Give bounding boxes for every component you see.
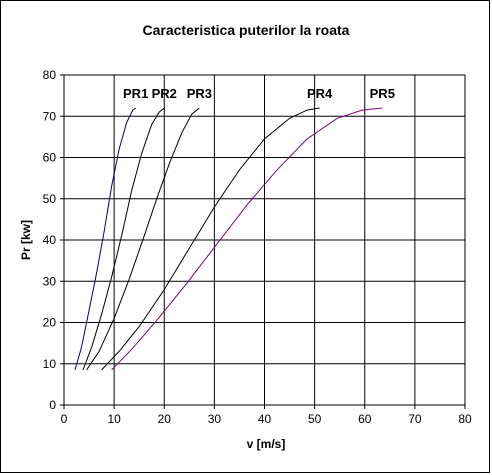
x-tick-label: 0 xyxy=(61,412,68,426)
y-tick-label: 20 xyxy=(43,316,57,330)
series-label-pr3: PR3 xyxy=(187,86,212,101)
x-tick-label: 30 xyxy=(208,412,222,426)
x-tick-label: 60 xyxy=(358,412,372,426)
y-axis-label: Pr [kw] xyxy=(19,220,33,260)
grid-lines xyxy=(60,74,466,409)
x-tick-label: 40 xyxy=(258,412,272,426)
plot-border xyxy=(63,74,466,406)
y-tick-labels: 0 10 20 30 40 50 60 70 80 xyxy=(43,68,57,412)
series-labels: PR1 PR2 PR3 PR4 PR5 xyxy=(123,86,395,101)
x-tick-label: 70 xyxy=(408,412,422,426)
x-axis-label: v [m/s] xyxy=(247,437,286,451)
series-line-pr2 xyxy=(82,107,165,371)
y-tick-label: 50 xyxy=(43,192,57,206)
chart-title: Caracteristica puterilor la roata xyxy=(143,22,350,38)
series-label-pr1: PR1 xyxy=(123,86,148,101)
series-line-pr1 xyxy=(74,107,136,371)
y-tick-label: 70 xyxy=(43,109,57,123)
series-label-pr2: PR2 xyxy=(152,86,177,101)
y-tick-label: 80 xyxy=(43,68,57,82)
x-tick-label: 20 xyxy=(158,412,172,426)
series-label-pr4: PR4 xyxy=(307,86,333,101)
y-tick-label: 10 xyxy=(43,357,57,371)
x-tick-labels: 0 10 20 30 40 50 60 70 80 xyxy=(61,412,472,426)
y-tick-label: 40 xyxy=(43,233,57,247)
x-tick-label: 80 xyxy=(458,412,472,426)
y-tick-label: 60 xyxy=(43,151,57,165)
series-lines xyxy=(74,107,383,371)
series-line-pr5 xyxy=(111,107,383,371)
x-tick-label: 10 xyxy=(107,412,121,426)
x-tick-label: 50 xyxy=(308,412,322,426)
series-line-pr3 xyxy=(86,107,200,371)
y-tick-label: 0 xyxy=(49,398,56,412)
series-label-pr5: PR5 xyxy=(370,86,395,101)
series-line-pr4 xyxy=(101,107,320,371)
y-tick-label: 30 xyxy=(43,274,57,288)
